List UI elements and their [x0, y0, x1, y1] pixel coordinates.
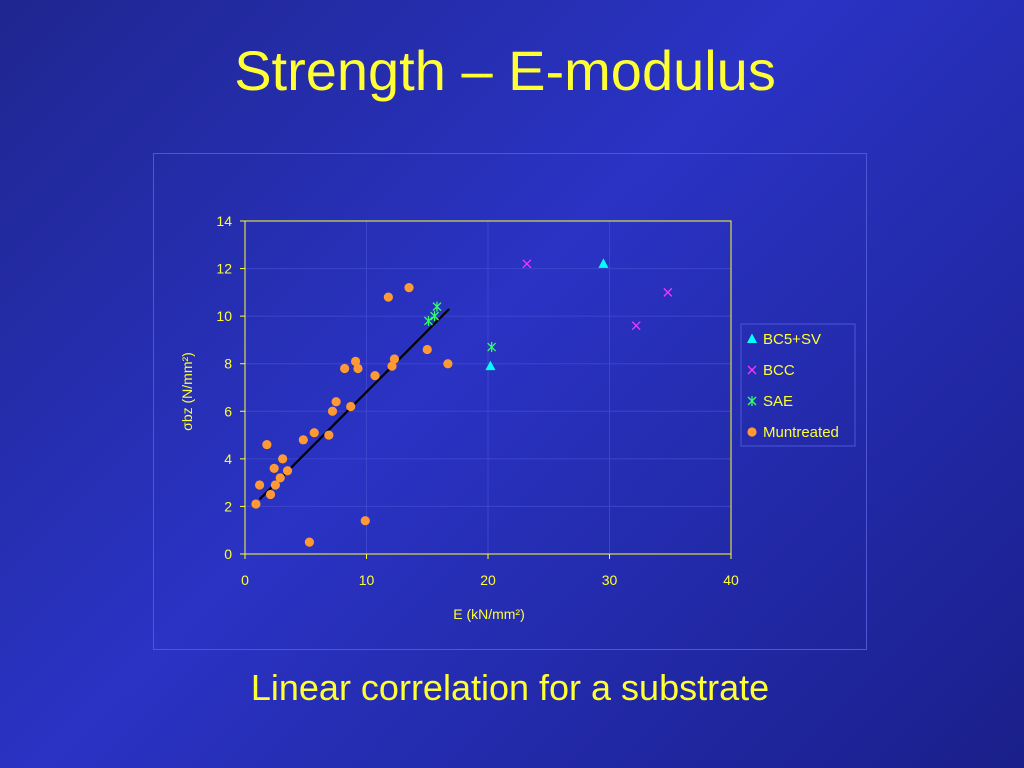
grid-layer — [245, 221, 731, 554]
circle-marker — [423, 345, 432, 354]
data-point — [424, 316, 432, 326]
circle-marker — [324, 430, 333, 439]
data-point — [664, 288, 672, 296]
data-point — [433, 302, 441, 312]
circle-marker — [299, 435, 308, 444]
triangle-marker — [747, 334, 757, 344]
y-axis-label: σbz (N/mm²) — [179, 352, 195, 431]
legend-marker — [747, 427, 756, 436]
x-tick-label: 0 — [241, 572, 249, 588]
x-tick-label: 40 — [723, 572, 739, 588]
y-tick-label: 12 — [216, 261, 232, 277]
legend-label: BC5+SV — [763, 331, 821, 348]
data-point — [598, 258, 608, 268]
data-point — [262, 440, 271, 449]
circle-marker — [310, 428, 319, 437]
x-axis-label: E (kN/mm²) — [453, 606, 525, 622]
circle-marker — [370, 371, 379, 380]
data-point — [384, 293, 393, 302]
circle-marker — [332, 397, 341, 406]
y-tick-label: 6 — [224, 403, 232, 419]
circle-marker — [328, 407, 337, 416]
circle-marker — [390, 354, 399, 363]
circle-marker — [404, 283, 413, 292]
legend-label: Muntreated — [763, 424, 839, 441]
slide-title: Strength – E-modulus — [0, 36, 1010, 106]
y-tick-label: 14 — [216, 213, 232, 229]
circle-marker — [270, 464, 279, 473]
data-point — [324, 430, 333, 439]
data-point — [305, 538, 314, 547]
axes-layer: 0 2 4 6 8 10 12 14 0 10 20 30 40 E (kN/mm²) σbz (N/mm²… — [179, 213, 739, 622]
circle-marker — [384, 293, 393, 302]
triangle-marker — [485, 361, 495, 371]
legend-label: SAE — [763, 393, 793, 410]
data-point — [266, 490, 275, 499]
data-point — [423, 345, 432, 354]
slide-subtitle: Linear correlation for a substrate — [0, 666, 1020, 710]
circle-marker — [278, 454, 287, 463]
x-tick-label: 20 — [480, 572, 496, 588]
data-point — [310, 428, 319, 437]
chart-frame: 0 2 4 6 8 10 12 14 0 10 20 30 40 E (kN/mm²) σbz (N/mm²… — [153, 153, 867, 650]
data-point — [278, 454, 287, 463]
circle-marker — [283, 466, 292, 475]
triangle-marker — [598, 258, 608, 268]
y-tick-label: 4 — [224, 451, 232, 467]
y-tick-label: 0 — [224, 546, 232, 562]
data-point — [485, 361, 495, 371]
data-point — [270, 464, 279, 473]
data-point — [632, 322, 640, 330]
legend-marker — [747, 334, 757, 344]
circle-marker — [305, 538, 314, 547]
data-point — [255, 480, 264, 489]
data-point — [370, 371, 379, 380]
legend: BC5+SV BCC SAE Muntreated — [741, 324, 855, 446]
circle-marker — [747, 427, 756, 436]
data-point — [340, 364, 349, 373]
data-point — [251, 499, 260, 508]
circle-marker — [361, 516, 370, 525]
legend-marker — [748, 366, 756, 374]
circle-marker — [255, 480, 264, 489]
circle-marker — [251, 499, 260, 508]
legend-label: BCC — [763, 362, 795, 379]
y-tick-label: 2 — [224, 498, 232, 514]
x-tick-label: 30 — [602, 572, 618, 588]
data-point — [276, 473, 285, 482]
y-tick-label: 8 — [224, 356, 232, 372]
data-point — [283, 466, 292, 475]
data-point — [353, 364, 362, 373]
data-point — [404, 283, 413, 292]
scatter-chart: 0 2 4 6 8 10 12 14 0 10 20 30 40 E (kN/mm²) σbz (N/mm²… — [154, 154, 866, 649]
data-point — [523, 260, 531, 268]
data-point — [332, 397, 341, 406]
data-point — [299, 435, 308, 444]
circle-marker — [346, 402, 355, 411]
y-tick-label: 10 — [216, 308, 232, 324]
data-point — [390, 354, 399, 363]
data-point — [328, 407, 337, 416]
legend-marker — [748, 396, 756, 406]
x-tick-label: 10 — [359, 572, 375, 588]
points-layer — [251, 258, 671, 546]
circle-marker — [340, 364, 349, 373]
circle-marker — [276, 473, 285, 482]
circle-marker — [353, 364, 362, 373]
data-point — [443, 359, 452, 368]
data-point — [361, 516, 370, 525]
data-point — [488, 342, 496, 352]
data-point — [346, 402, 355, 411]
circle-marker — [266, 490, 275, 499]
circle-marker — [262, 440, 271, 449]
circle-marker — [443, 359, 452, 368]
